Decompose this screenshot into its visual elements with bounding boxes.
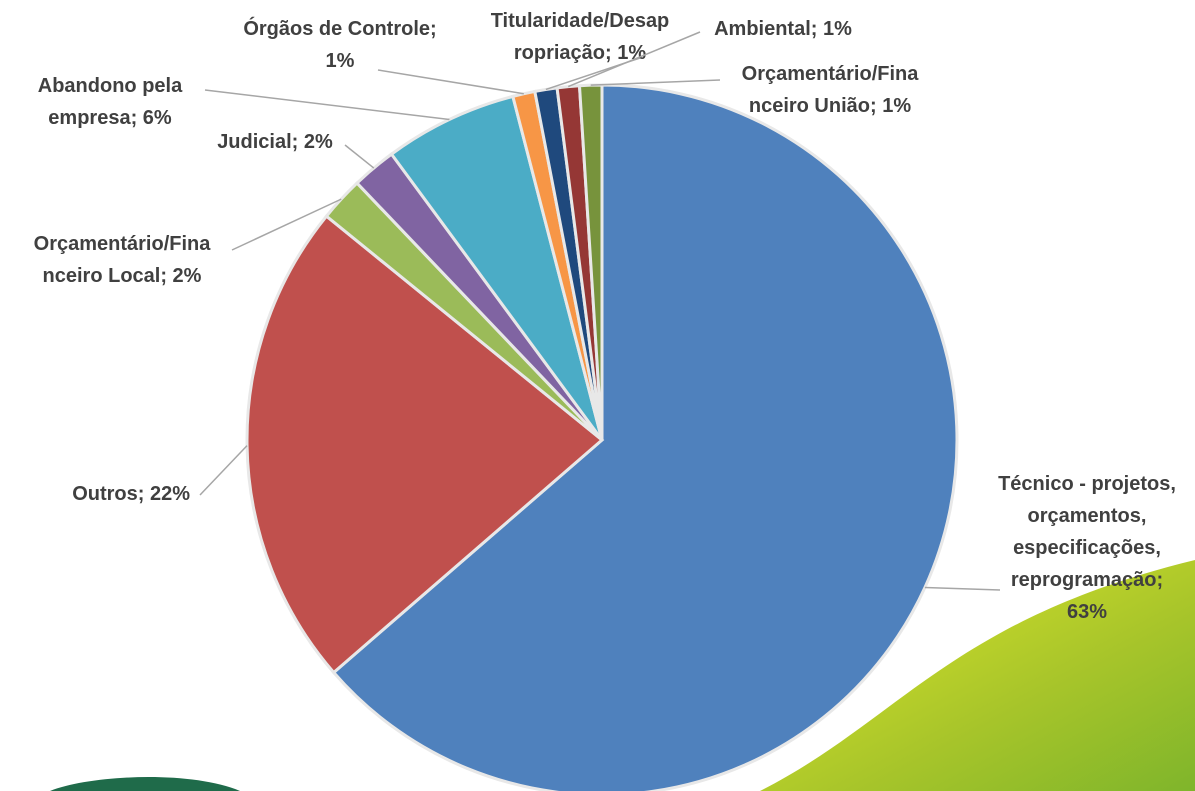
background-swoosh <box>760 560 1195 791</box>
data-label: Abandono pela empresa; 6% <box>38 75 183 129</box>
data-label: Técnico - projetos, orçamentos, especifica… <box>998 473 1176 623</box>
leader-line <box>590 79 721 86</box>
data-label: Orçamentário/Fina nceiro União; 1% <box>742 63 920 117</box>
leader-line <box>377 69 524 95</box>
leader-line <box>231 198 342 251</box>
data-label: Titularidade/Desap ropriação; 1% <box>491 10 670 64</box>
leader-line <box>204 89 450 121</box>
leader-line <box>344 144 375 169</box>
leader-line <box>199 445 248 496</box>
leader-line <box>567 31 701 88</box>
leader-line <box>924 586 1001 591</box>
data-label: Orçamentário/Fina nceiro Local; 2% <box>34 233 212 287</box>
data-label: Ambiental; 1% <box>714 18 852 40</box>
pie <box>245 83 959 791</box>
data-label: Órgãos de Controle; 1% <box>243 16 436 72</box>
data-label: Judicial; 2% <box>217 131 333 153</box>
pie-slice <box>331 83 959 791</box>
pie-slice <box>389 94 604 441</box>
data-label: Outros; 22% <box>72 483 190 505</box>
background-blob <box>50 777 240 791</box>
